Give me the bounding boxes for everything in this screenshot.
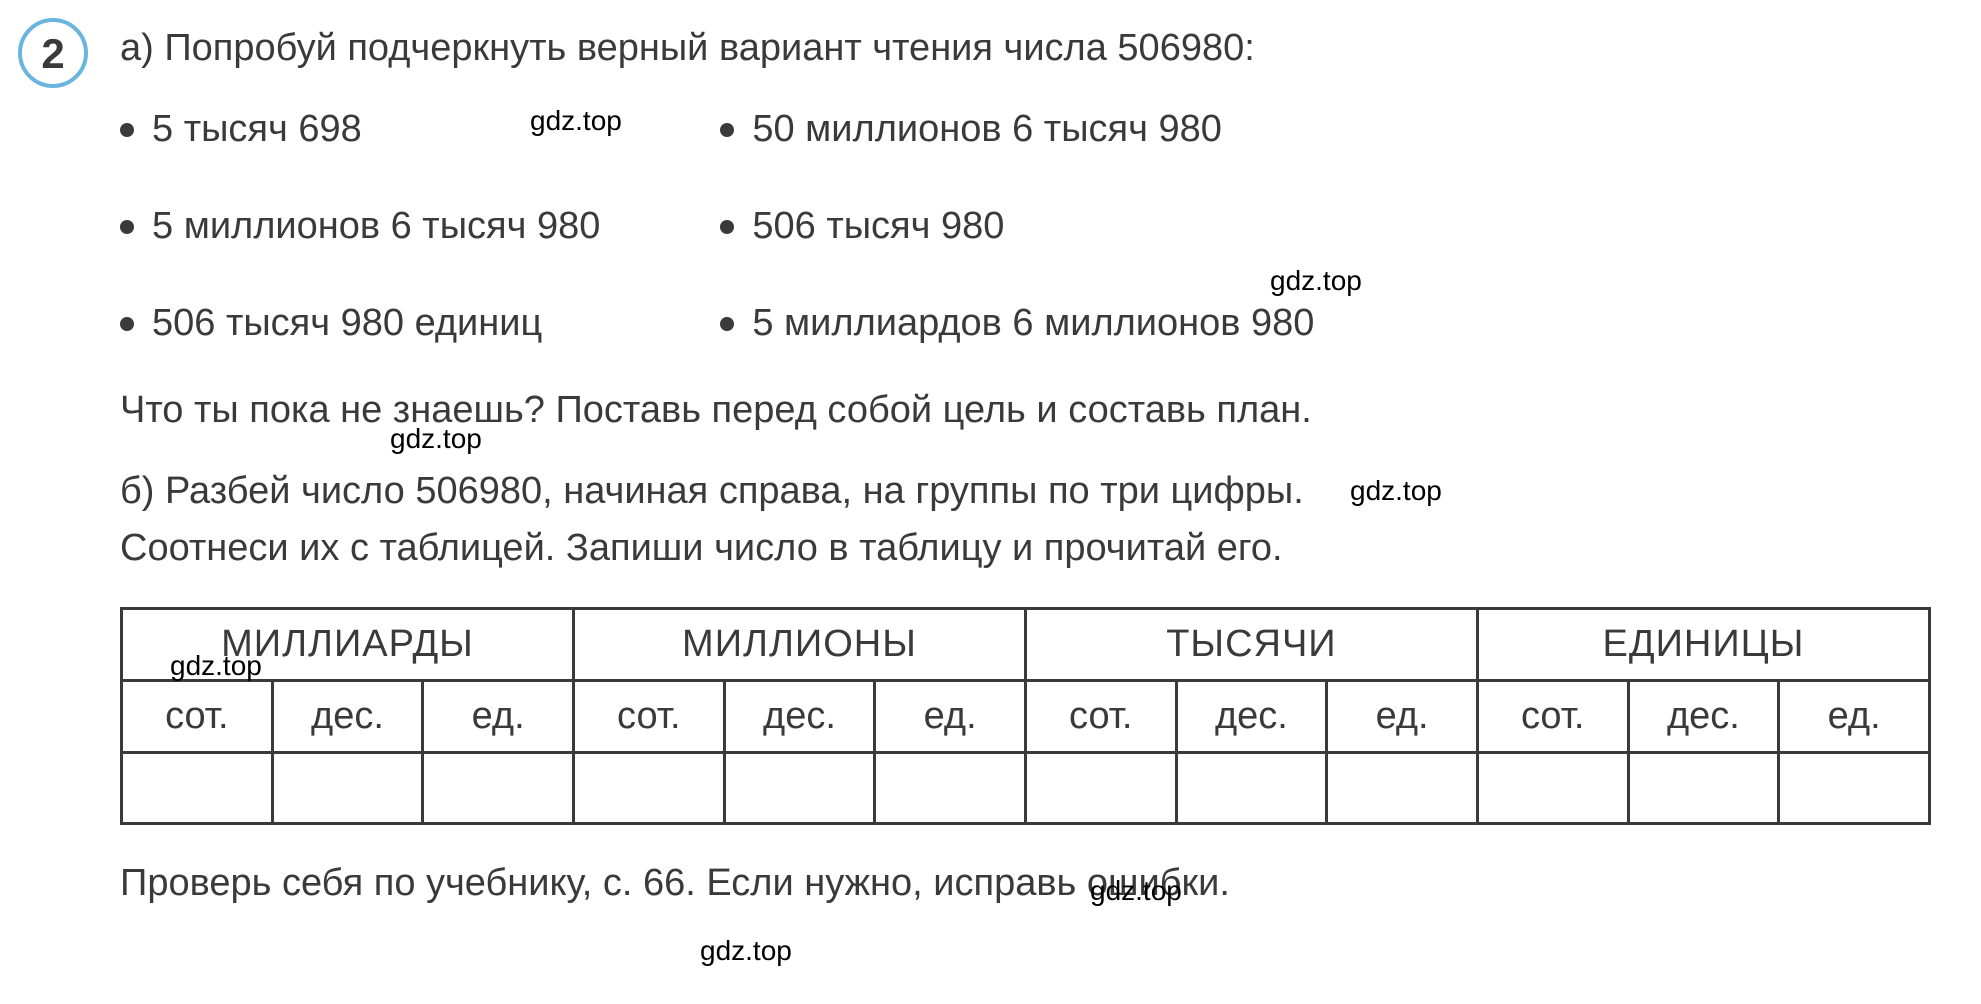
bullet-icon: [120, 123, 134, 137]
option-item: 50 миллионов 6 тысяч 980: [720, 101, 1314, 158]
sub-header: дес.: [1628, 681, 1779, 753]
sub-header: дес.: [724, 681, 875, 753]
sub-header: сот.: [1477, 681, 1628, 753]
sub-header: дес.: [1176, 681, 1327, 753]
watermark-text: gdz.top: [530, 100, 622, 142]
table-cell: [1628, 753, 1779, 824]
watermark-text: gdz.top: [1350, 470, 1442, 512]
option-item: 506 тысяч 980: [720, 198, 1314, 255]
options-block: 5 тысяч 698 5 миллионов 6 тысяч 980 506 …: [120, 101, 1931, 352]
options-column-right: 50 миллионов 6 тысяч 980 506 тысяч 980 5…: [720, 101, 1314, 352]
part-b-block: б) Разбей число 506980, начиная справа, …: [120, 463, 1931, 577]
group-header: ТЫСЯЧИ: [1025, 609, 1477, 681]
bullet-icon: [720, 123, 734, 137]
bullet-icon: [120, 317, 134, 331]
table-cell: [875, 753, 1026, 824]
sub-header: сот.: [573, 681, 724, 753]
part-a-intro: а) Попробуй подчеркнуть верный вариант ч…: [120, 20, 1931, 77]
option-item: 5 миллиардов 6 миллионов 980: [720, 295, 1314, 352]
option-item: 5 тысяч 698: [120, 101, 600, 158]
table-cell: [724, 753, 875, 824]
options-column-left: 5 тысяч 698 5 миллионов 6 тысяч 980 506 …: [120, 101, 600, 352]
table-cell: [122, 753, 273, 824]
watermark-text: gdz.top: [1090, 870, 1182, 912]
sub-header: ед.: [1327, 681, 1478, 753]
problem-number-badge: 2: [18, 18, 88, 88]
group-header: МИЛЛИОНЫ: [573, 609, 1025, 681]
sub-header: ед.: [423, 681, 574, 753]
place-value-table: МИЛЛИАРДЫ МИЛЛИОНЫ ТЫСЯЧИ ЕДИНИЦЫ сот. д…: [120, 607, 1931, 825]
option-item: 506 тысяч 980 единиц: [120, 295, 600, 352]
option-text: 506 тысяч 980: [752, 198, 1004, 255]
watermark-text: gdz.top: [1270, 260, 1362, 302]
watermark-text: gdz.top: [700, 930, 792, 972]
option-text: 5 миллиардов 6 миллионов 980: [752, 295, 1314, 352]
bullet-icon: [720, 317, 734, 331]
sub-header: сот.: [122, 681, 273, 753]
option-text: 5 тысяч 698: [152, 101, 362, 158]
table-cell: [1779, 753, 1930, 824]
table-sub-row: сот. дес. ед. сот. дес. ед. сот. дес. ед…: [122, 681, 1930, 753]
bullet-icon: [120, 220, 134, 234]
table-cell: [1327, 753, 1478, 824]
watermark-text: gdz.top: [170, 645, 262, 687]
option-text: 50 миллионов 6 тысяч 980: [752, 101, 1222, 158]
table-cell: [423, 753, 574, 824]
sub-header: ед.: [1779, 681, 1930, 753]
option-text: 506 тысяч 980 единиц: [152, 295, 542, 352]
part-b-line2: Соотнеси их с таблицей. Запиши число в т…: [120, 520, 1931, 577]
page-container: 2 а) Попробуй подчеркнуть верный вариант…: [0, 0, 1981, 932]
sub-header: дес.: [272, 681, 423, 753]
table-cell: [1477, 753, 1628, 824]
sub-header: ед.: [875, 681, 1026, 753]
problem-number-value: 2: [41, 22, 64, 85]
part-b-line1: б) Разбей число 506980, начиная справа, …: [120, 463, 1931, 520]
content-area: а) Попробуй подчеркнуть верный вариант ч…: [120, 20, 1931, 912]
table-group-row: МИЛЛИАРДЫ МИЛЛИОНЫ ТЫСЯЧИ ЕДИНИЦЫ: [122, 609, 1930, 681]
group-header: ЕДИНИЦЫ: [1477, 609, 1929, 681]
table-cell: [1176, 753, 1327, 824]
table-cell: [1025, 753, 1176, 824]
watermark-text: gdz.top: [390, 418, 482, 460]
option-text: 5 миллионов 6 тысяч 980: [152, 198, 600, 255]
table-empty-row: [122, 753, 1930, 824]
option-item: 5 миллионов 6 тысяч 980: [120, 198, 600, 255]
footer-line: Проверь себя по учебнику, с. 66. Если ну…: [120, 855, 1931, 912]
sub-header: сот.: [1025, 681, 1176, 753]
bullet-icon: [720, 220, 734, 234]
table-cell: [573, 753, 724, 824]
table-cell: [272, 753, 423, 824]
